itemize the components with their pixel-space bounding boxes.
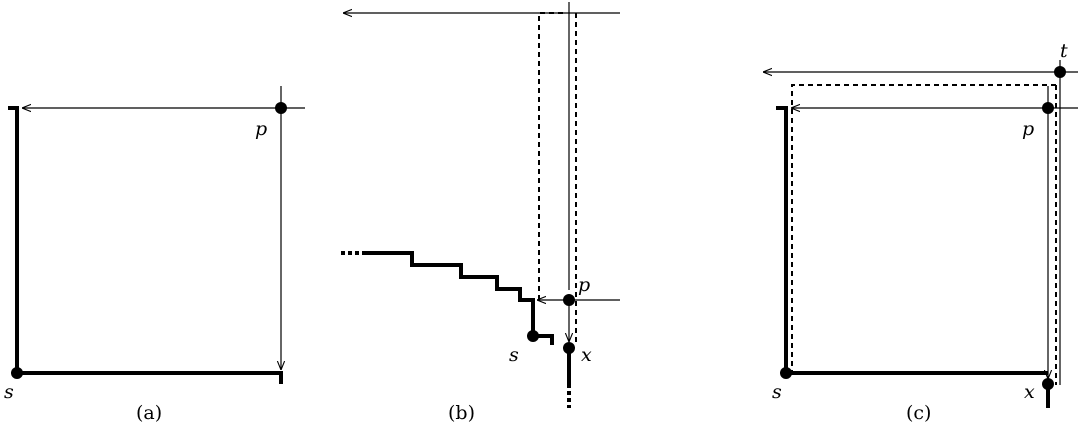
panel-c-point-t (1054, 66, 1066, 78)
panel-c-point-s (780, 367, 792, 379)
panel-b-dashed-rect-left (538, 12, 566, 300)
panel-b-caption: (b) (448, 402, 475, 424)
panel-a-caption: (a) (136, 402, 162, 424)
panel-a-thick-path (8, 106, 283, 375)
panel-b-staircase (363, 251, 554, 345)
panel-b-point-x (563, 342, 575, 354)
panel-b: p s x (b) (341, 2, 620, 424)
panel-b-label-s: s (509, 344, 519, 366)
panel-c-label-x: x (1024, 381, 1035, 403)
panel-a: p s (a) (4, 86, 305, 424)
panel-a-label-s: s (4, 381, 14, 403)
panel-b-label-p: p (578, 274, 590, 296)
panel-b-point-s (527, 330, 539, 342)
panel-a-label-p: p (255, 118, 267, 140)
panel-a-point-p (275, 102, 287, 114)
panel-a-point-s (11, 367, 23, 379)
panel-b-point-p (563, 294, 575, 306)
panel-b-label-x: x (581, 344, 592, 366)
panel-c-caption: (c) (906, 402, 931, 424)
panel-c-thick-path (776, 106, 1048, 375)
panel-c-label-s: s (772, 381, 782, 403)
panel-c-label-t: t (1060, 40, 1068, 62)
panel-c-dashed-rect (791, 84, 1057, 385)
panel-c: t p s x (c) (763, 40, 1078, 424)
panel-c-point-p (1042, 102, 1054, 114)
panel-c-label-p: p (1022, 118, 1034, 140)
panel-c-point-x (1042, 378, 1054, 390)
